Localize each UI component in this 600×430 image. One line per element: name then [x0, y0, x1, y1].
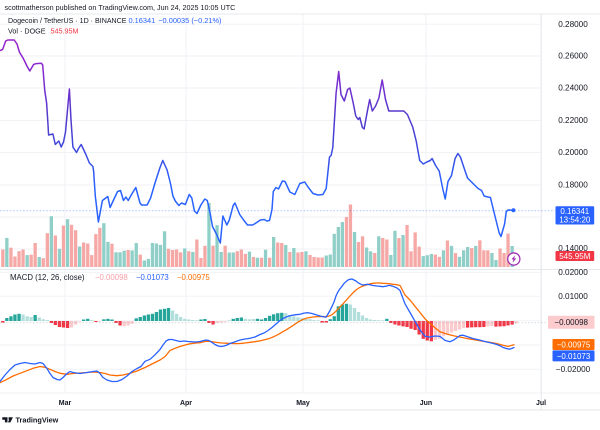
svg-text:Apr: Apr: [180, 400, 192, 407]
svg-text:545.95M: 545.95M: [559, 252, 590, 261]
svg-text:Vol · DOGE 545.95M: Vol · DOGE 545.95M: [8, 27, 79, 36]
svg-text:Mar: Mar: [59, 400, 72, 407]
svg-text:0.18000: 0.18000: [558, 181, 588, 190]
svg-text:13:54:20: 13:54:20: [559, 215, 591, 224]
svg-text:0.26000: 0.26000: [558, 52, 588, 61]
svg-text:0.22000: 0.22000: [558, 116, 588, 125]
svg-text:Jul: Jul: [536, 400, 546, 407]
svg-text:Dogecoin / TetherUS · 1D · BIN: Dogecoin / TetherUS · 1D · BINANCE 0.163…: [8, 16, 222, 25]
svg-text:May: May: [296, 400, 310, 407]
svg-text:0.02000: 0.02000: [558, 268, 588, 277]
svg-text:0.16341: 0.16341: [560, 207, 589, 216]
svg-text:0.20000: 0.20000: [558, 148, 588, 157]
svg-text:−0.00098: −0.00098: [554, 318, 588, 327]
svg-text:0.28000: 0.28000: [558, 20, 588, 29]
svg-text:Jun: Jun: [420, 400, 432, 407]
svg-text:TradingView: TradingView: [16, 415, 59, 424]
svg-text:0.01000: 0.01000: [558, 292, 588, 301]
svg-text:0.24000: 0.24000: [558, 84, 588, 93]
svg-text:−0.02000: −0.02000: [556, 365, 591, 374]
svg-text:−0.00975: −0.00975: [557, 340, 591, 349]
svg-text:0.14000: 0.14000: [558, 244, 588, 253]
svg-text:−0.01073: −0.01073: [557, 352, 591, 361]
svg-text:scottmatherson published on Tr: scottmatherson published on TradingView.…: [5, 3, 236, 12]
svg-text:MACD (12, 26, close)−0.00098−0: MACD (12, 26, close) −0.00098 −0.01073 −0.0…: [10, 273, 210, 282]
